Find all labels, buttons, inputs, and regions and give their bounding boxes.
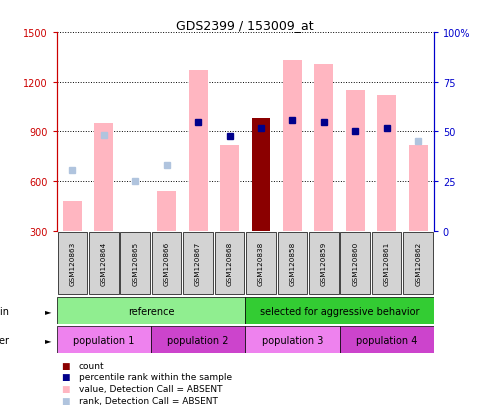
Bar (377, 96, 396, 231)
Text: population 1: population 1 (73, 335, 135, 345)
Bar (215, 233, 245, 294)
Bar (403, 233, 433, 294)
Text: ►: ► (44, 335, 51, 344)
Bar (245, 297, 434, 324)
Text: ■: ■ (62, 361, 70, 370)
Bar (278, 233, 307, 294)
Bar (94, 124, 113, 231)
Bar (152, 233, 181, 294)
Text: ►: ► (44, 306, 51, 315)
Bar (346, 91, 365, 231)
Text: other: other (0, 335, 10, 345)
Bar (251, 119, 270, 231)
Bar (341, 233, 370, 294)
Text: population 4: population 4 (356, 335, 418, 345)
Bar (409, 145, 427, 231)
Bar (157, 192, 176, 231)
Bar (183, 233, 213, 294)
Text: ■: ■ (62, 384, 70, 393)
Bar (246, 233, 276, 294)
Bar (89, 233, 119, 294)
Text: reference: reference (128, 306, 174, 316)
Bar (58, 233, 87, 294)
Bar (63, 202, 82, 231)
Text: GSM120859: GSM120859 (321, 241, 327, 285)
Bar (245, 326, 340, 353)
Bar (57, 326, 151, 353)
Bar (151, 326, 245, 353)
Text: strain: strain (0, 306, 10, 316)
Bar (57, 297, 245, 324)
Text: GSM120868: GSM120868 (227, 241, 233, 285)
Title: GDS2399 / 153009_at: GDS2399 / 153009_at (176, 19, 314, 32)
Bar (309, 233, 339, 294)
Bar (372, 233, 401, 294)
Bar (315, 64, 333, 231)
Text: count: count (79, 361, 105, 370)
Bar (220, 145, 239, 231)
Text: GSM120867: GSM120867 (195, 241, 201, 285)
Text: GSM120862: GSM120862 (415, 241, 421, 285)
Text: value, Detection Call = ABSENT: value, Detection Call = ABSENT (79, 384, 222, 393)
Text: ■: ■ (62, 373, 70, 382)
Text: GSM120861: GSM120861 (384, 241, 389, 285)
Bar (283, 61, 302, 231)
Text: GSM120865: GSM120865 (132, 241, 138, 285)
Bar (120, 233, 150, 294)
Text: GSM120863: GSM120863 (70, 241, 75, 285)
Bar (189, 71, 208, 231)
Text: GSM120838: GSM120838 (258, 241, 264, 285)
Text: population 2: population 2 (168, 335, 229, 345)
Text: GSM120858: GSM120858 (289, 241, 295, 285)
Text: population 3: population 3 (262, 335, 323, 345)
Text: GSM120866: GSM120866 (164, 241, 170, 285)
Text: percentile rank within the sample: percentile rank within the sample (79, 373, 232, 382)
Text: rank, Detection Call = ABSENT: rank, Detection Call = ABSENT (79, 396, 218, 405)
Bar (340, 326, 434, 353)
Text: GSM120860: GSM120860 (352, 241, 358, 285)
Text: ■: ■ (62, 396, 70, 405)
Text: GSM120864: GSM120864 (101, 241, 107, 285)
Text: selected for aggressive behavior: selected for aggressive behavior (260, 306, 420, 316)
